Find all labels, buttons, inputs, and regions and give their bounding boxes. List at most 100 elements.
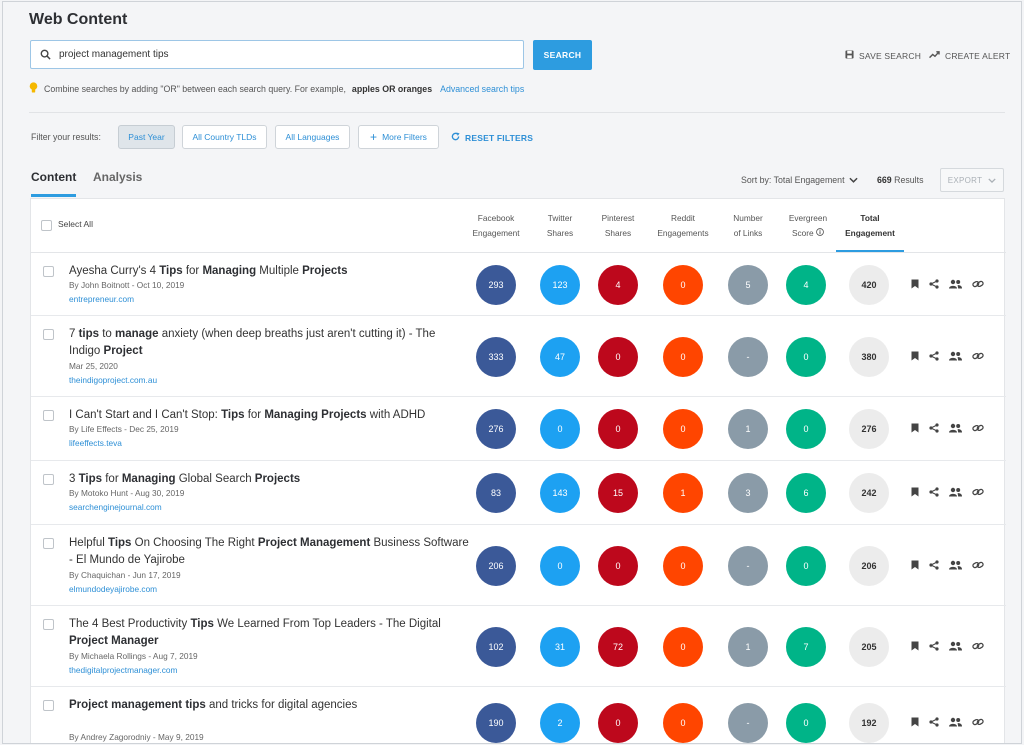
more-filters-button[interactable]: + More Filters bbox=[358, 125, 439, 149]
select-all-checkbox[interactable] bbox=[41, 220, 52, 231]
share-icon[interactable] bbox=[929, 487, 939, 497]
row-domain-link[interactable]: elmundodeyajirobe.com bbox=[69, 584, 158, 594]
bookmark-icon[interactable] bbox=[911, 423, 919, 433]
col-total-engagement[interactable]: Total Engagement bbox=[845, 213, 895, 238]
row-byline: By Michaela Rollings - Aug 7, 2019 bbox=[69, 651, 198, 661]
row-checkbox[interactable] bbox=[43, 538, 54, 549]
row-title[interactable]: I Can't Start and I Can't Stop: Tips for… bbox=[69, 409, 426, 421]
bookmark-icon[interactable] bbox=[911, 279, 919, 289]
users-icon[interactable] bbox=[949, 279, 962, 289]
share-icon[interactable] bbox=[929, 560, 939, 570]
users-icon[interactable] bbox=[949, 560, 962, 570]
row-checkbox[interactable] bbox=[43, 329, 54, 340]
search-input[interactable] bbox=[59, 49, 499, 60]
twitter-metric: 47 bbox=[540, 337, 580, 377]
select-all-label: Select All bbox=[58, 219, 93, 229]
share-icon[interactable] bbox=[929, 641, 939, 651]
language-filter[interactable]: All Languages bbox=[275, 125, 350, 149]
table-row[interactable]: 7 tips to manage anxiety (when deep brea… bbox=[31, 316, 1006, 397]
evergreen-metric: 0 bbox=[786, 546, 826, 586]
table-row[interactable]: Project management tips and tricks for d… bbox=[31, 687, 1006, 743]
link-icon[interactable] bbox=[972, 641, 984, 651]
share-icon[interactable] bbox=[929, 717, 939, 727]
col-facebook[interactable]: Facebook Engagement bbox=[472, 213, 520, 238]
chevron-down-icon bbox=[988, 176, 996, 185]
row-checkbox[interactable] bbox=[43, 474, 54, 485]
link-icon[interactable] bbox=[972, 351, 984, 361]
sort-dropdown[interactable]: Sort by: Total Engagement bbox=[741, 175, 858, 185]
col-evergreen[interactable]: Evergreen Score bbox=[788, 213, 828, 238]
users-icon[interactable] bbox=[949, 717, 962, 727]
reset-filters-button[interactable]: RESET FILTERS bbox=[451, 132, 533, 143]
tab-content[interactable]: Content bbox=[31, 170, 77, 184]
row-byline: By Chaquichan - Jun 17, 2019 bbox=[69, 570, 181, 580]
links-metric: - bbox=[728, 703, 768, 743]
col-links[interactable]: Number of Links bbox=[733, 213, 763, 238]
search-icon bbox=[31, 49, 59, 60]
col-reddit[interactable]: Reddit Engagements bbox=[657, 213, 709, 238]
create-alert-button[interactable]: CREATE ALERT bbox=[929, 50, 1010, 61]
pinterest-metric: 15 bbox=[598, 473, 638, 513]
total-engagement-metric: 205 bbox=[849, 627, 889, 667]
table-row[interactable]: I Can't Start and I Can't Stop: Tips for… bbox=[31, 397, 1006, 461]
country-filter[interactable]: All Country TLDs bbox=[182, 125, 267, 149]
col-pinterest[interactable]: Pinterest Shares bbox=[601, 213, 635, 238]
links-metric: 1 bbox=[728, 409, 768, 449]
search-button[interactable]: SEARCH bbox=[533, 40, 592, 70]
row-checkbox[interactable] bbox=[43, 619, 54, 630]
info-icon[interactable] bbox=[816, 228, 824, 238]
twitter-metric: 123 bbox=[540, 265, 580, 305]
row-title[interactable]: The 4 Best Productivity Tips We Learned … bbox=[69, 618, 441, 647]
page-title: Web Content bbox=[29, 11, 128, 28]
row-checkbox[interactable] bbox=[43, 266, 54, 277]
search-box[interactable] bbox=[30, 40, 524, 69]
row-title[interactable]: Helpful Tips On Choosing The Right Proje… bbox=[69, 537, 469, 566]
share-icon[interactable] bbox=[929, 423, 939, 433]
row-byline: By Motoko Hunt - Aug 30, 2019 bbox=[69, 488, 185, 498]
reset-filters-label: RESET FILTERS bbox=[465, 132, 534, 143]
export-button[interactable]: EXPORT bbox=[940, 168, 1004, 192]
table-row[interactable]: 3 Tips for Managing Global Search Projec… bbox=[31, 461, 1006, 525]
search-hint: Combine searches by adding "OR" between … bbox=[29, 82, 524, 96]
bookmark-icon[interactable] bbox=[911, 717, 919, 727]
row-title[interactable]: Ayesha Curry's 4 Tips for Managing Multi… bbox=[69, 265, 348, 277]
table-row[interactable]: The 4 Best Productivity Tips We Learned … bbox=[31, 606, 1006, 687]
row-actions bbox=[911, 423, 984, 433]
share-icon[interactable] bbox=[929, 351, 939, 361]
past-year-filter[interactable]: Past Year bbox=[118, 125, 175, 149]
row-checkbox[interactable] bbox=[43, 700, 54, 711]
row-title[interactable]: 7 tips to manage anxiety (when deep brea… bbox=[69, 328, 436, 357]
reddit-metric: 0 bbox=[663, 627, 703, 667]
bookmark-icon[interactable] bbox=[911, 560, 919, 570]
table-row[interactable]: Ayesha Curry's 4 Tips for Managing Multi… bbox=[31, 253, 1006, 316]
bookmark-icon[interactable] bbox=[911, 641, 919, 651]
users-icon[interactable] bbox=[949, 641, 962, 651]
row-title[interactable]: 3 Tips for Managing Global Search Projec… bbox=[69, 473, 301, 485]
links-metric: 5 bbox=[728, 265, 768, 305]
link-icon[interactable] bbox=[972, 423, 984, 433]
users-icon[interactable] bbox=[949, 351, 962, 361]
col-twitter[interactable]: Twitter Shares bbox=[546, 213, 574, 238]
link-icon[interactable] bbox=[972, 560, 984, 570]
row-actions bbox=[911, 717, 984, 727]
row-title[interactable]: Project management tips and tricks for d… bbox=[69, 699, 358, 711]
link-icon[interactable] bbox=[972, 717, 984, 727]
row-domain-link[interactable]: lifeeffects.teva bbox=[69, 438, 122, 448]
bookmark-icon[interactable] bbox=[911, 351, 919, 361]
row-checkbox[interactable] bbox=[43, 410, 54, 421]
users-icon[interactable] bbox=[949, 487, 962, 497]
table-header: Select All Facebook Engagement Twitter S… bbox=[31, 199, 1006, 253]
save-search-button[interactable]: SAVE SEARCH bbox=[845, 50, 921, 61]
row-domain-link[interactable]: thedigitalprojectmanager.com bbox=[69, 665, 178, 675]
link-icon[interactable] bbox=[972, 487, 984, 497]
bookmark-icon[interactable] bbox=[911, 487, 919, 497]
share-icon[interactable] bbox=[929, 279, 939, 289]
row-domain-link[interactable]: entrepreneur.com bbox=[69, 294, 135, 304]
link-icon[interactable] bbox=[972, 279, 984, 289]
advanced-search-tips-link[interactable]: Advanced search tips bbox=[440, 84, 525, 94]
users-icon[interactable] bbox=[949, 423, 962, 433]
row-domain-link[interactable]: searchenginejournal.com bbox=[69, 502, 162, 512]
row-domain-link[interactable]: theindigoproject.com.au bbox=[69, 375, 158, 385]
tab-analysis[interactable]: Analysis bbox=[93, 170, 143, 184]
table-row[interactable]: Helpful Tips On Choosing The Right Proje… bbox=[31, 525, 1006, 606]
